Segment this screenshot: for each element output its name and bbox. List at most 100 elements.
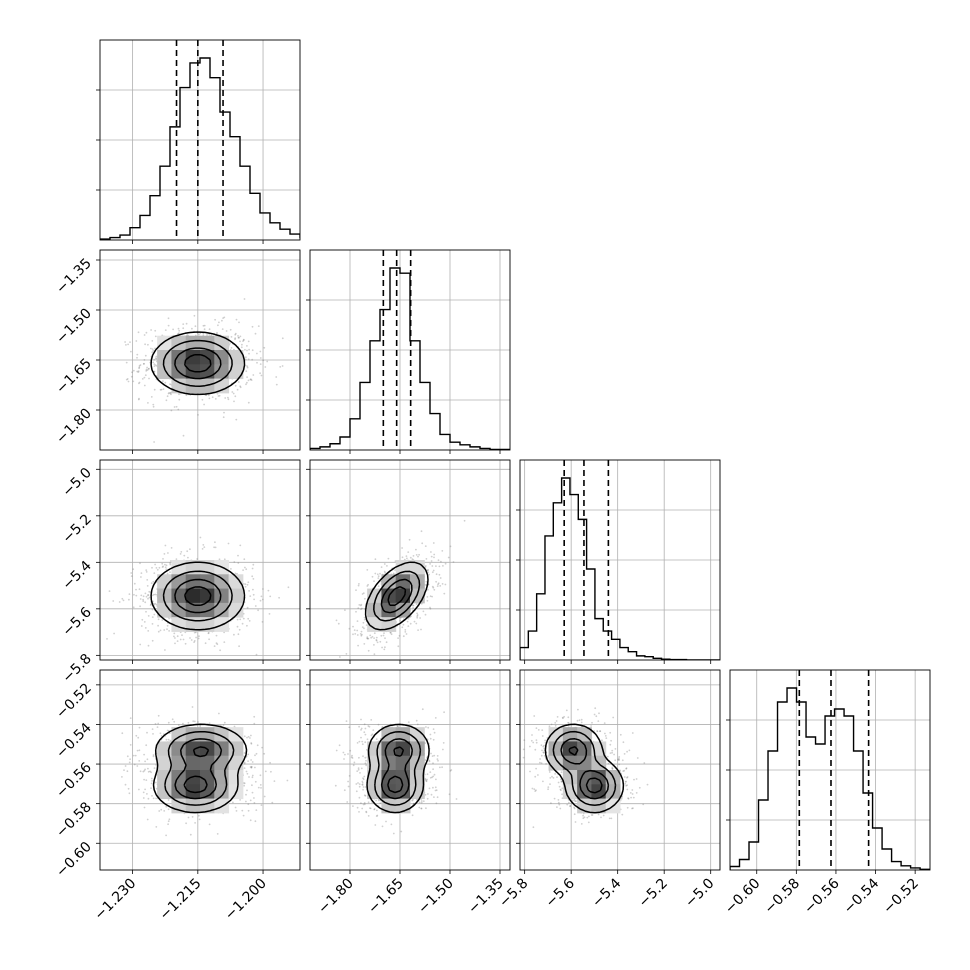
sample-point	[444, 562, 447, 565]
sample-point	[433, 588, 436, 591]
sample-point	[416, 614, 419, 616]
density-cell	[395, 574, 411, 590]
sample-point	[379, 572, 381, 575]
sample-point	[396, 725, 399, 728]
sample-point	[136, 356, 138, 359]
sample-point	[417, 629, 419, 631]
sample-point	[145, 744, 148, 747]
sample-point	[247, 379, 250, 382]
sample-point	[194, 822, 197, 824]
sample-point	[162, 565, 165, 568]
sample-point	[432, 768, 434, 771]
sample-point	[442, 748, 444, 751]
density-cell	[185, 588, 201, 604]
sample-point	[153, 365, 156, 368]
sample-point	[148, 377, 150, 380]
contour-line	[184, 353, 212, 373]
sample-point	[132, 369, 135, 372]
panel-frame	[99, 669, 301, 871]
sample-point	[144, 760, 147, 763]
sample-point	[439, 766, 441, 769]
sample-point	[357, 607, 360, 609]
sample-point	[133, 582, 136, 585]
sample-point	[411, 814, 414, 817]
sample-point	[537, 774, 539, 776]
sample-point	[397, 645, 400, 648]
sample-point	[424, 565, 427, 567]
sample-point	[237, 562, 240, 564]
sample-point	[362, 786, 365, 788]
sample-point	[138, 364, 141, 367]
sample-point	[164, 544, 167, 547]
sample-point	[429, 737, 432, 740]
sample-point	[370, 734, 373, 737]
scatter-panel	[99, 249, 301, 451]
sample-point	[178, 393, 180, 396]
sample-point	[363, 794, 366, 797]
sample-point	[229, 328, 232, 331]
sample-point	[250, 734, 252, 737]
sample-point	[431, 585, 434, 588]
sample-point	[370, 636, 372, 639]
sample-point	[248, 620, 251, 622]
sample-point	[390, 823, 393, 826]
sample-point	[437, 559, 440, 562]
sample-point	[436, 585, 439, 587]
sample-point	[156, 568, 159, 571]
sample-point	[426, 778, 428, 781]
sample-point	[358, 740, 361, 743]
sample-point	[238, 321, 240, 324]
sample-point	[223, 411, 225, 414]
sample-point	[384, 637, 386, 640]
sample-point	[259, 350, 262, 353]
sample-point	[367, 583, 369, 586]
sample-point	[358, 796, 361, 799]
panel-content	[106, 536, 290, 656]
sample-point	[191, 327, 193, 330]
sample-point	[357, 584, 360, 587]
sample-point	[385, 820, 387, 823]
contour-line	[150, 561, 246, 631]
sample-point	[433, 731, 436, 734]
density-cell	[381, 602, 397, 618]
sample-point	[160, 735, 163, 737]
sample-point	[377, 585, 380, 588]
density-cell	[228, 770, 244, 785]
sample-point	[153, 593, 155, 596]
sample-point	[251, 567, 254, 570]
sample-point	[151, 728, 154, 730]
sample-point	[145, 610, 147, 613]
sample-point	[203, 324, 206, 327]
sample-point	[400, 830, 403, 833]
sample-point	[153, 441, 156, 443]
sample-point	[367, 801, 370, 804]
sample-point	[147, 343, 149, 346]
sample-point	[173, 720, 176, 723]
sample-point	[155, 567, 158, 569]
sample-point	[178, 398, 181, 401]
sample-point	[424, 778, 427, 781]
sample-point	[207, 632, 210, 634]
sample-point	[239, 340, 241, 343]
sample-point	[246, 349, 248, 352]
sample-point	[361, 784, 364, 786]
sample-point	[146, 793, 148, 795]
sample-point	[245, 770, 248, 773]
sample-point	[167, 820, 170, 823]
sample-point	[151, 616, 154, 618]
sample-point	[155, 357, 157, 359]
sample-point	[181, 634, 183, 636]
sample-point	[360, 603, 363, 606]
sample-point	[223, 721, 226, 724]
sample-point	[230, 347, 233, 349]
contour-line	[174, 578, 222, 614]
sample-point	[513, 763, 515, 765]
sample-point	[361, 626, 364, 629]
sample-point	[427, 793, 429, 795]
sample-point	[232, 392, 235, 395]
sample-point	[250, 742, 253, 744]
sample-point	[144, 601, 147, 604]
sample-point	[243, 762, 246, 765]
sample-point	[246, 772, 249, 775]
sample-point	[167, 392, 170, 395]
